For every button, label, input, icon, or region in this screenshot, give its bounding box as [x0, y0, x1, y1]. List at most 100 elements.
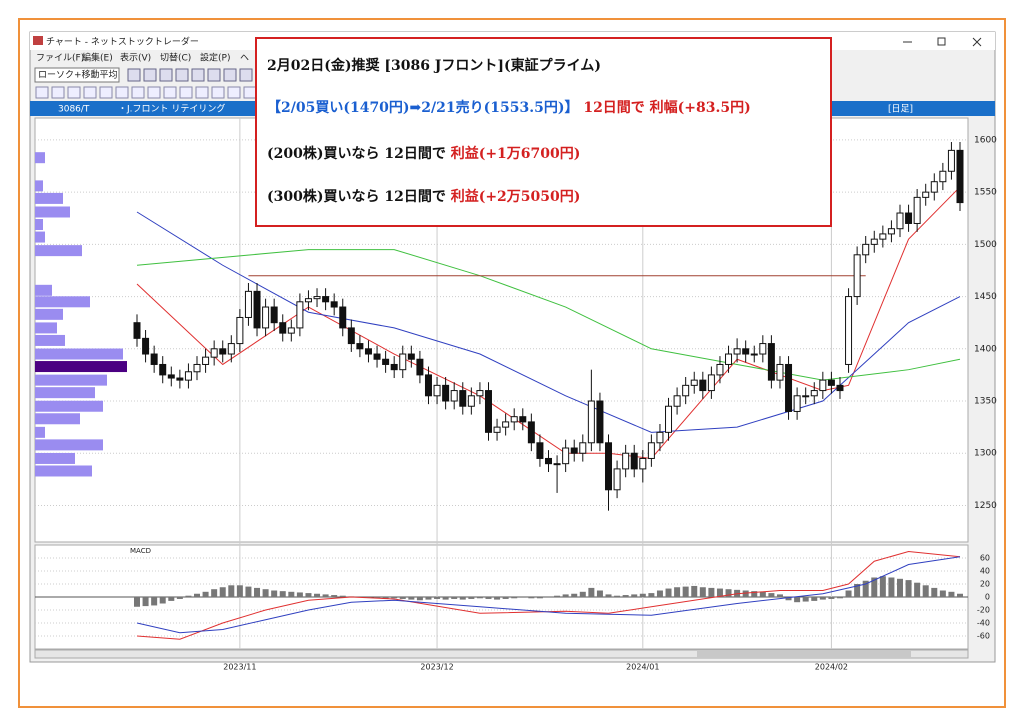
macd-bar: [211, 589, 218, 597]
menu-bar: ファイル(F)編集(E) 表示(V) 切替(C) 設定(P) ヘ: [36, 52, 249, 64]
macd-bar: [528, 597, 535, 599]
profit-text: 利益(+1万6700円): [450, 146, 581, 162]
macd-bar: [202, 591, 209, 597]
tool-icon: [211, 86, 225, 99]
macd-bar: [314, 593, 321, 597]
candle-body: [150, 353, 158, 365]
macd-bar: [811, 597, 818, 601]
candle-body: [673, 395, 681, 407]
candle-body: [742, 348, 750, 355]
menu-item[interactable]: ファイル(F): [36, 54, 84, 64]
candle-body: [493, 426, 501, 433]
tool-icon: [127, 68, 141, 82]
candle-body: [433, 384, 441, 397]
candle-body: [510, 416, 518, 423]
close[interactable]: [972, 37, 982, 47]
candle-body: [862, 243, 870, 256]
candle-body: [733, 348, 741, 355]
menu-item[interactable]: 切替(C): [160, 52, 191, 64]
menu-item[interactable]: ヘ: [240, 54, 249, 64]
candle-body: [656, 431, 664, 444]
candle-body: [605, 442, 613, 491]
candle-body: [647, 442, 655, 459]
macd-bar: [948, 591, 955, 597]
window-title: チャート - ネットストックトレーダー: [46, 36, 199, 48]
shares-text: (200株)買いなら 12日間で: [267, 146, 446, 162]
volume-profile-bar: [35, 231, 45, 243]
candle-body: [399, 353, 407, 371]
candle-body: [373, 353, 381, 360]
candle-body: [553, 463, 561, 466]
candle-body: [827, 379, 835, 386]
tool-icon: [51, 86, 65, 99]
menu-item[interactable]: 編集(E): [82, 52, 113, 64]
candle-body: [262, 306, 270, 329]
macd-line: [136, 556, 961, 634]
macd-bar: [794, 597, 801, 603]
volume-profile-bar: [35, 400, 103, 412]
profit-text: 利益(+2万5050円): [450, 189, 581, 205]
candle-body: [390, 363, 398, 371]
macd-bar: [399, 597, 406, 599]
macd-bar: [331, 595, 338, 597]
candle-body: [699, 379, 707, 392]
volume-profile-bar: [35, 180, 43, 192]
overlay-line: (200株)買いなら 12日間で 利益(+1万6700円): [267, 143, 580, 163]
volume-profile-bar: [35, 206, 70, 218]
scrollbar[interactable]: [34, 649, 969, 659]
candle-body: [613, 468, 621, 491]
macd-bar: [819, 597, 826, 600]
scroll-thumb[interactable]: [697, 651, 911, 657]
macd-bar: [142, 597, 149, 607]
y-tick-label: 1350: [974, 397, 997, 407]
macd-bar: [571, 593, 578, 597]
macd-bar: [159, 597, 166, 604]
candle-body: [690, 379, 698, 386]
macd-bar: [828, 597, 835, 599]
volume-profile-bar: [35, 465, 92, 477]
candle-body: [279, 322, 287, 334]
candle-body: [287, 327, 295, 334]
candle-body: [579, 442, 587, 454]
tool-icon: [223, 68, 237, 82]
maximize[interactable]: [937, 37, 946, 46]
tool-icon: [83, 86, 97, 99]
tool-icon: [35, 86, 49, 99]
tool-icon: [159, 68, 173, 82]
volume-profile-bar: [35, 219, 43, 231]
macd-bar: [451, 597, 458, 599]
macd-bar: [519, 597, 526, 598]
overlay-box: 2月02日(金)推奨 [3086 Jフロント](東証プライム) 【2/05買い(…: [255, 37, 832, 227]
candle-body: [536, 442, 544, 459]
dropdown[interactable]: [34, 67, 120, 83]
candle-body: [270, 306, 278, 324]
candle-body: [253, 290, 261, 329]
macd-bar: [785, 597, 792, 601]
candle-body: [382, 358, 390, 365]
volume-profile-bar: [35, 348, 123, 360]
candle-body: [442, 384, 450, 402]
y-tick-label: -40: [977, 619, 990, 628]
macd-bar: [425, 597, 432, 600]
menu-item[interactable]: 表示(V): [120, 52, 151, 64]
macd-bar: [236, 585, 243, 597]
candle-body: [244, 290, 252, 318]
macd-bar: [674, 587, 681, 597]
macd-bar: [854, 584, 861, 597]
candle-body: [210, 348, 218, 358]
macd-bar: [168, 597, 175, 601]
candle-body: [845, 296, 853, 365]
y-tick-label: 1500: [974, 240, 997, 250]
menu-item[interactable]: 設定(P): [200, 52, 230, 64]
candle-body: [767, 343, 775, 381]
macd-bar: [656, 590, 663, 597]
volume-profile-bar: [35, 439, 103, 451]
candle-body: [347, 327, 355, 345]
tool-icon: [191, 68, 205, 82]
macd-bar: [914, 582, 921, 597]
candle-body: [450, 390, 458, 402]
macd-bar: [476, 597, 483, 599]
volume-profile-bar: [35, 296, 90, 308]
y-tick-label: 1550: [974, 188, 997, 198]
y-tick-label: 1600: [974, 135, 997, 145]
